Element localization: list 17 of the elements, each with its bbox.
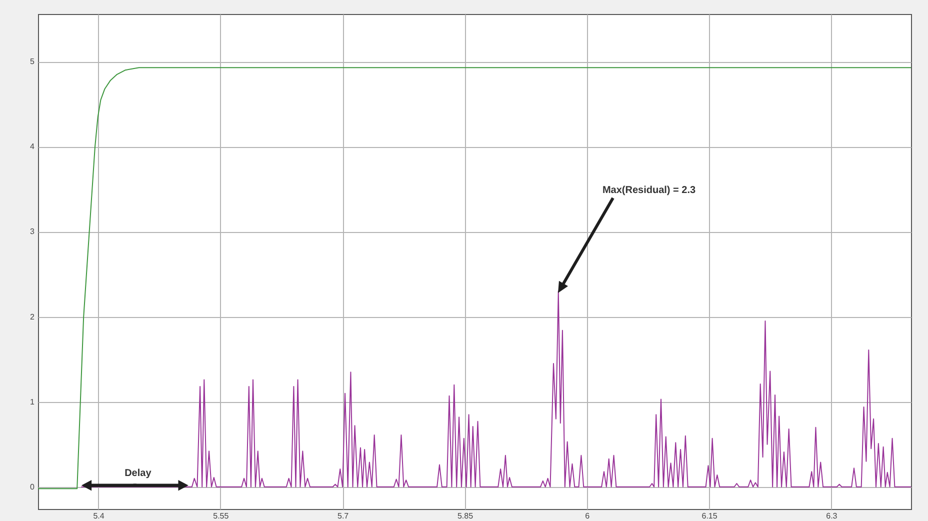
line-series xyxy=(38,67,911,490)
annotation: Max(Residual) = 2.3 xyxy=(602,185,696,196)
x-tick-label: 6 xyxy=(585,512,590,520)
y-tick-label: 0 xyxy=(30,482,36,492)
x-tick-label: 5.85 xyxy=(457,512,474,520)
line-series xyxy=(80,290,911,488)
y-tick-label: 1 xyxy=(30,397,36,406)
y-tick-label: 2 xyxy=(30,312,36,322)
annotation: Delay xyxy=(124,468,152,479)
x-tick-label: 6.15 xyxy=(702,512,718,520)
y-tick-label: 5 xyxy=(30,57,36,66)
y-tick-label: 4 xyxy=(30,142,36,152)
x-tick-label: 6.3 xyxy=(826,512,838,520)
y-tick-label: 3 xyxy=(30,227,36,236)
x-tick-label: 5.4 xyxy=(93,512,105,520)
x-tick-label: 5.55 xyxy=(213,512,230,520)
x-tick-label: 5.7 xyxy=(338,512,350,520)
